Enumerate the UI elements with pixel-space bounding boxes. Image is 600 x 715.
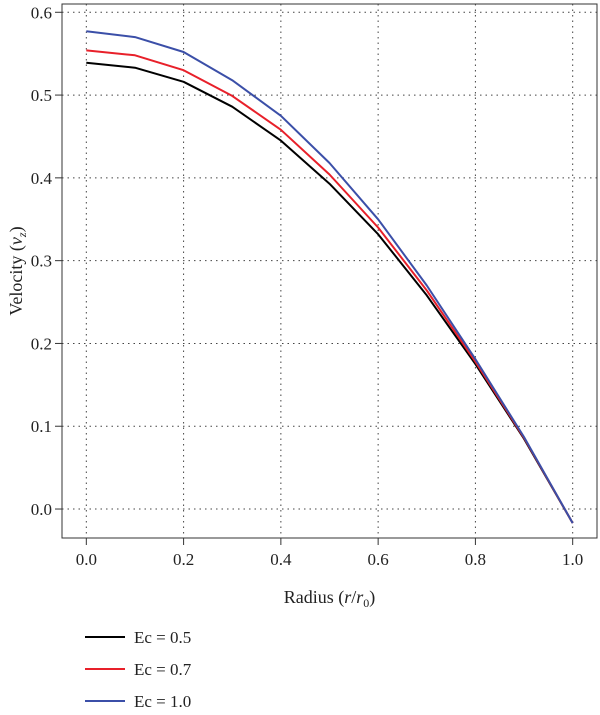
x-tick-label: 0.6 xyxy=(368,550,389,569)
legend-label-1: Ec = 0.5 xyxy=(134,628,191,647)
x-axis-label: Radius (r/r0) xyxy=(284,587,376,610)
y-tick-label: 0.0 xyxy=(31,500,52,519)
y-tick-label: 0.3 xyxy=(31,252,52,271)
y-tick-label: 0.2 xyxy=(31,334,52,353)
y-tick-label: 0.6 xyxy=(31,3,52,22)
legend-label-2: Ec = 0.7 xyxy=(134,660,192,679)
x-tick-label: 1.0 xyxy=(562,550,583,569)
x-tick-label: 0.8 xyxy=(465,550,486,569)
y-tick-label: 0.4 xyxy=(31,169,53,188)
grid xyxy=(62,4,597,538)
y-tick-label: 0.5 xyxy=(31,86,52,105)
axis-ticks: 0.0 0.2 0.4 0.6 0.8 1.0 0.0 0.1 0.2 0.3 0.4 0.5 0.6 xyxy=(31,3,584,569)
x-tick-label: 0.0 xyxy=(76,550,97,569)
series-line-3 xyxy=(86,30,574,524)
x-tick-label: 0.2 xyxy=(173,550,194,569)
y-axis-label: Velocity (vz) xyxy=(6,226,29,315)
x-tick-label: 0.4 xyxy=(270,550,292,569)
series-lines xyxy=(86,30,574,524)
y-tick-label: 0.1 xyxy=(31,417,52,436)
legend-label-3: Ec = 1.0 xyxy=(134,692,191,711)
plot-frame xyxy=(61,3,598,539)
legend: Ec = 0.5 Ec = 0.7 Ec = 1.0 xyxy=(85,628,192,711)
series-line-1 xyxy=(86,61,574,524)
series-line-2 xyxy=(86,49,574,524)
